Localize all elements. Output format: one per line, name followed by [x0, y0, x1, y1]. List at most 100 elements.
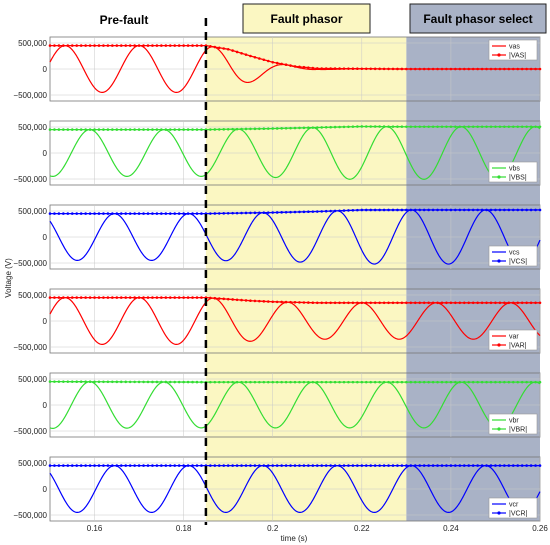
x-tick-label: 0.18	[176, 524, 192, 533]
magnitude-point	[200, 464, 203, 467]
magnitude-point	[111, 44, 114, 47]
x-axis-title: time (s)	[281, 534, 308, 543]
magnitude-point	[302, 126, 306, 130]
magnitude-point	[480, 301, 484, 305]
magnitude-point	[75, 380, 79, 383]
magnitude-point	[476, 301, 479, 305]
magnitude-point	[119, 44, 123, 47]
magnitude-point	[409, 301, 413, 305]
magnitude-point	[445, 125, 448, 129]
magnitude-point	[293, 300, 297, 304]
magnitude-point	[338, 125, 341, 129]
magnitude-point	[351, 380, 355, 384]
legend-mag-label: |VCS|	[509, 259, 527, 266]
magnitude-point	[338, 464, 341, 467]
magnitude-point	[298, 301, 301, 304]
magnitude-point	[280, 62, 283, 66]
magnitude-point	[191, 128, 194, 131]
magnitude-point	[262, 211, 266, 214]
magnitude-point	[476, 380, 479, 384]
magnitude-point	[226, 464, 230, 467]
magnitude-point	[511, 67, 515, 71]
magnitude-point	[128, 44, 132, 47]
magnitude-point	[271, 300, 275, 304]
magnitude-point	[168, 380, 172, 384]
magnitude-point	[97, 44, 101, 47]
magnitude-point	[445, 208, 448, 212]
magnitude-point	[75, 128, 79, 131]
magnitude-point	[302, 464, 306, 467]
magnitude-point	[391, 208, 395, 212]
magnitude-point	[413, 125, 417, 129]
y-tick-label: 500,000	[18, 291, 47, 300]
magnitude-point	[88, 212, 92, 215]
magnitude-point	[382, 464, 386, 467]
magnitude-point	[284, 63, 288, 67]
magnitude-point	[471, 301, 475, 305]
magnitude-point	[70, 464, 74, 467]
magnitude-point	[324, 126, 328, 129]
magnitude-point	[289, 464, 292, 467]
magnitude-point	[534, 67, 537, 71]
magnitude-point	[289, 210, 292, 214]
magnitude-point	[173, 44, 177, 47]
magnitude-point	[293, 210, 297, 214]
waveform-var	[49, 296, 541, 346]
magnitude-point	[507, 464, 511, 467]
legend-mag-label: |VAR|	[509, 343, 527, 350]
magnitude-point	[262, 380, 266, 384]
magnitude-point	[534, 301, 537, 305]
magnitude-point	[391, 125, 395, 128]
magnitude-point	[280, 127, 283, 130]
magnitude-point	[102, 212, 105, 215]
magnitude-point	[200, 212, 203, 215]
magnitude-point	[164, 296, 168, 299]
magnitude-point	[182, 296, 185, 299]
magnitude-point	[70, 296, 74, 299]
magnitude-point	[485, 125, 488, 129]
magnitude-point	[70, 44, 74, 47]
magnitude-point	[146, 464, 150, 467]
magnitude-point	[177, 464, 181, 467]
magnitude-point	[186, 380, 190, 384]
magnitude-point	[422, 208, 426, 212]
magnitude-point	[503, 464, 506, 467]
magnitude-point	[405, 208, 408, 212]
magnitude-point	[191, 44, 194, 47]
magnitude-point	[378, 208, 381, 212]
magnitude-point	[307, 380, 310, 384]
magnitude-point	[467, 380, 471, 384]
magnitude-point	[293, 65, 297, 68]
magnitude-point	[289, 126, 292, 130]
magnitude-point	[155, 212, 159, 215]
magnitude-point	[320, 464, 324, 467]
magnitude-point	[253, 299, 257, 303]
magnitude-point	[436, 464, 439, 467]
magnitude-point	[173, 128, 177, 131]
magnitude-point	[525, 67, 528, 71]
magnitude-point	[324, 301, 328, 305]
magnitude-point	[382, 301, 386, 305]
magnitude-point	[440, 380, 444, 384]
magnitude-point	[53, 296, 56, 299]
magnitude-point	[333, 380, 337, 384]
magnitude-point	[471, 125, 475, 129]
magnitude-point	[253, 464, 257, 467]
magnitude-point	[507, 125, 511, 129]
legend-mag-marker	[497, 175, 501, 179]
magnitude-point	[480, 208, 484, 212]
magnitude-point	[200, 44, 203, 47]
region-label-fault-phasor-select: Fault phasor select	[423, 12, 532, 26]
magnitude-point	[489, 301, 493, 305]
magnitude-point	[485, 301, 488, 305]
magnitude-point	[133, 212, 136, 215]
magnitude-point	[400, 208, 404, 212]
magnitude-point	[391, 464, 395, 467]
magnitude-point	[503, 380, 506, 384]
magnitude-point	[84, 44, 87, 47]
magnitude-point	[360, 301, 364, 305]
magnitude-point	[124, 380, 128, 384]
panel-4: 500,000 0 −500,000 var |VAR|	[13, 288, 542, 354]
legend-mag-label: |VBS|	[509, 175, 527, 182]
magnitude-point	[364, 301, 368, 305]
